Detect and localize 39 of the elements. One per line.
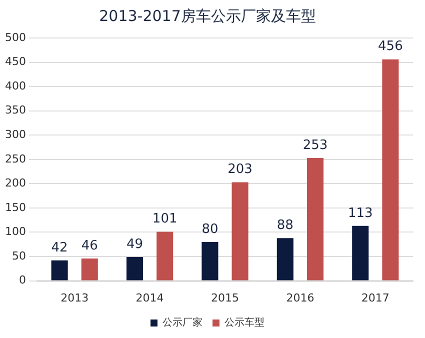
x-tick-label: 2017 [361,291,390,304]
data-label: 80 [202,222,218,237]
chart-title: 2013-2017房车公示厂家及车型 [99,6,316,25]
y-tick-label: 200 [4,176,26,190]
y-tick-label: 150 [4,200,26,214]
data-label: 42 [51,240,68,256]
legend-label: 公示车型 [224,316,264,329]
bar [382,59,399,280]
data-label: 49 [126,236,144,252]
y-tick-label: 350 [4,104,26,117]
x-tick-label: 2013 [60,291,89,304]
bar [51,260,68,280]
data-label: 46 [81,238,98,254]
y-tick-label: 500 [4,30,26,44]
y-tick-label: 50 [12,249,26,262]
y-tick-label: 250 [4,152,26,166]
data-label: 203 [228,162,252,178]
data-label: 456 [378,39,403,54]
legend-label: 公示厂家 [162,316,202,329]
x-tick-label: 2014 [136,291,164,304]
y-tick-label: 0 [18,274,26,287]
y-tick-label: 300 [4,128,26,141]
bar [352,226,369,280]
bar [306,158,324,280]
y-tick-label: 100 [4,225,26,238]
x-tick-label: 2015 [211,291,239,304]
y-tick-label: 400 [4,79,26,92]
data-label: 253 [302,138,328,153]
data-label: 113 [348,206,373,221]
y-tick-label: 450 [4,55,26,68]
x-tick-label: 2016 [286,291,314,304]
bar [202,242,218,280]
bar [276,238,294,280]
bar [232,182,248,280]
data-label: 101 [152,212,178,227]
data-label: 88 [276,218,294,233]
bar [81,258,98,280]
bar [156,232,174,280]
bar [126,257,144,280]
